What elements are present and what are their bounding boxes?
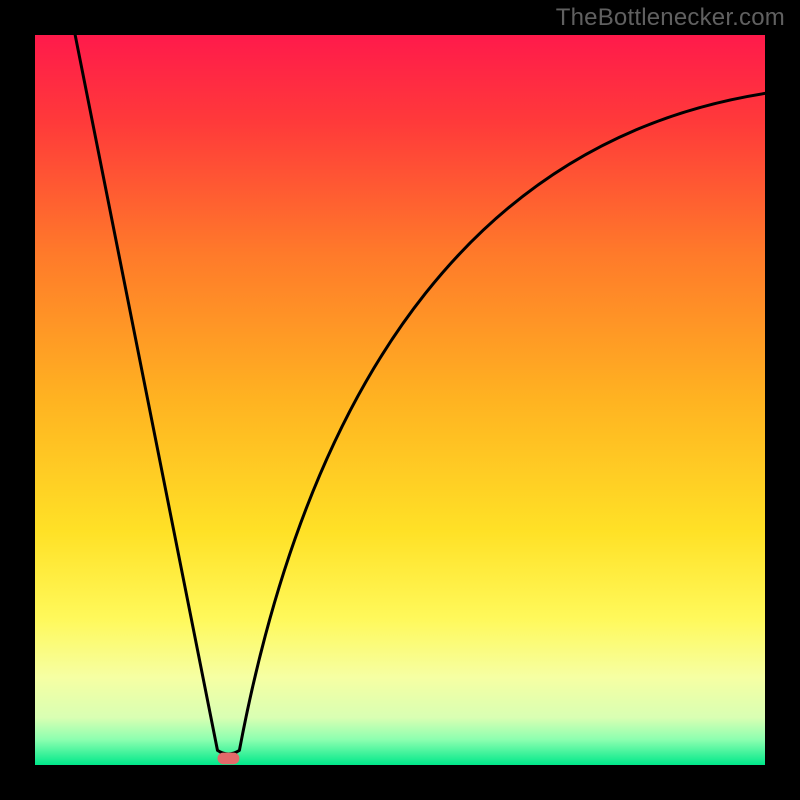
optimum-marker xyxy=(218,753,240,765)
curve-svg xyxy=(35,35,765,765)
bottleneck-curve xyxy=(75,35,765,754)
plot-area xyxy=(35,35,765,765)
chart-root: TheBottlenecker.com xyxy=(0,0,800,800)
watermark-label: TheBottlenecker.com xyxy=(556,4,785,32)
vertex-marker xyxy=(35,35,765,765)
